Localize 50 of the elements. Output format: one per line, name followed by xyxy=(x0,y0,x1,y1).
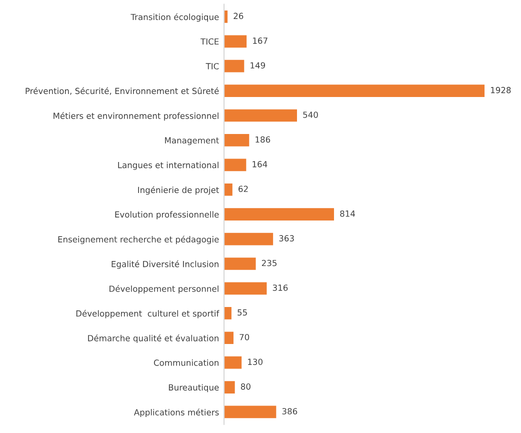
data-label: 164 xyxy=(252,161,268,168)
bar xyxy=(224,306,232,320)
bar xyxy=(224,60,244,72)
bar xyxy=(224,406,276,418)
y-tick-label: Egalité Diversité Inclusion xyxy=(112,260,218,269)
data-label: 316 xyxy=(272,284,288,291)
data-label: 80 xyxy=(240,383,250,390)
y-tick-label: Transition écologique xyxy=(130,13,219,22)
data-label: 235 xyxy=(262,260,277,266)
y-tick-label: Enseignement recherche et pédagogie xyxy=(58,236,219,244)
y-tick-label: Management xyxy=(165,137,219,146)
bar xyxy=(224,332,234,344)
data-label: 814 xyxy=(340,210,356,217)
data-label: 1928 xyxy=(491,86,511,94)
bar xyxy=(224,356,242,369)
y-tick-label: Développement culturel et sportif xyxy=(76,310,220,318)
data-label: 386 xyxy=(282,408,298,414)
y-tick-label: Démarche qualité et évaluation xyxy=(88,334,218,343)
bar xyxy=(224,282,267,295)
data-label: 62 xyxy=(238,186,248,192)
y-tick-label: TIC xyxy=(206,63,219,70)
bar xyxy=(224,258,256,270)
y-tick-label: Applications métiers xyxy=(134,408,219,418)
bar xyxy=(224,109,297,122)
y-tick-label: Prévention, Sécurité, Environnement et Sûreté xyxy=(26,87,219,95)
bar xyxy=(224,232,274,246)
data-label: 130 xyxy=(248,358,263,365)
bar xyxy=(224,183,232,196)
bar xyxy=(224,35,247,48)
y-tick-label: Evolution professionnelle xyxy=(115,211,219,220)
y-tick-label: Ingénierie de projet xyxy=(138,186,219,195)
data-label: 363 xyxy=(279,235,294,242)
bar xyxy=(224,158,246,172)
data-label: 26 xyxy=(234,12,244,20)
bar xyxy=(224,381,235,394)
bar xyxy=(224,134,250,146)
data-label: 540 xyxy=(303,112,318,118)
y-tick-label: Communication xyxy=(154,359,218,366)
bar xyxy=(224,84,485,97)
bar xyxy=(224,208,334,221)
y-tick-label: Bureautique xyxy=(168,384,219,392)
data-label: 167 xyxy=(253,38,268,44)
data-label: 186 xyxy=(256,136,270,143)
y-tick-label: Développement personnel xyxy=(110,285,218,294)
y-tick-label: Métiers et environnement professionnel xyxy=(54,112,218,121)
y-tick-label: Langues et international xyxy=(118,162,218,170)
data-label: 149 xyxy=(250,62,266,69)
data-label: 70 xyxy=(240,334,250,340)
data-label: 55 xyxy=(238,309,247,316)
y-tick-label: TICE xyxy=(200,38,219,45)
